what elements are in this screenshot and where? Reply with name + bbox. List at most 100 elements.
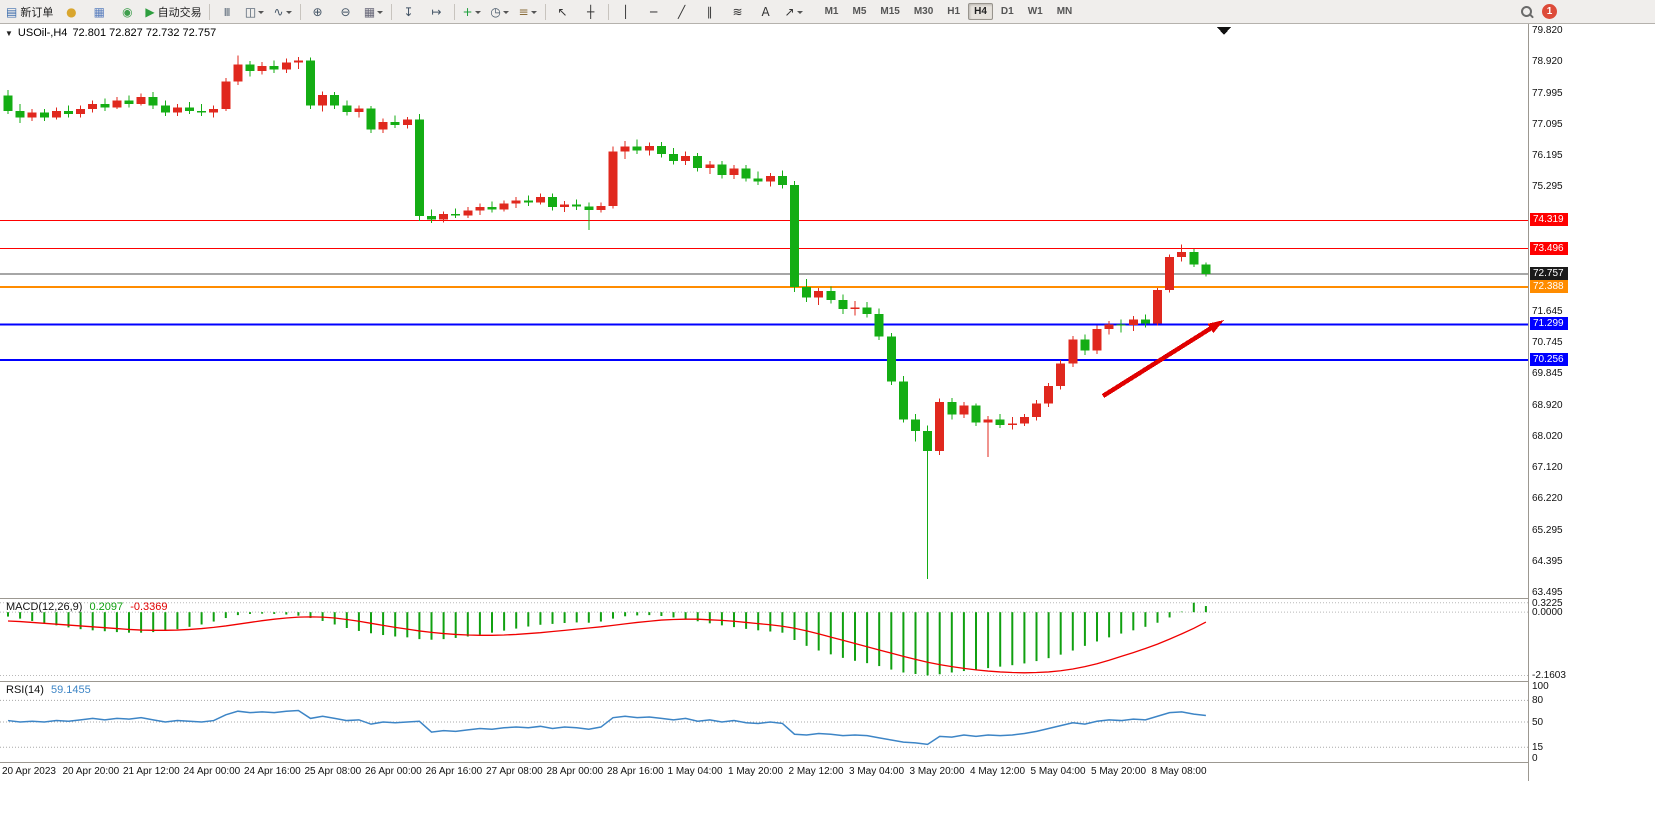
candle-body: [511, 200, 521, 204]
arrows-button[interactable]: ↗: [780, 1, 808, 23]
timeframe-d1-button[interactable]: D1: [1000, 6, 1014, 17]
candles: [3, 55, 1211, 580]
main-chart-canvas[interactable]: [0, 24, 1528, 598]
macd-main-value: 0.2097: [89, 601, 124, 613]
auto-scroll-icon: ↧: [403, 4, 414, 19]
candle-body: [959, 405, 969, 415]
candle-body: [51, 110, 61, 118]
cursor-button[interactable]: ↖: [549, 1, 577, 23]
candle-body: [27, 112, 37, 118]
zoom-in-icon: ⊕: [312, 4, 323, 19]
candle-body: [1128, 319, 1138, 325]
candle-body: [499, 203, 509, 210]
trend-arrow[interactable]: [1101, 326, 1212, 398]
zoom-in-button[interactable]: ⊕: [304, 1, 332, 23]
candle-body: [487, 207, 497, 210]
time-label: 5 May 04:00: [1030, 766, 1086, 777]
candle-body: [160, 105, 170, 113]
candle-body: [911, 419, 920, 431]
notification-badge[interactable]: 1: [1542, 4, 1557, 19]
candle-body: [729, 168, 739, 175]
candle-body: [342, 105, 352, 113]
timeframe-mn-button[interactable]: MN: [1056, 6, 1073, 17]
rsi-line: [7, 709, 1206, 746]
macd-panel-canvas[interactable]: [0, 599, 1528, 681]
text-button[interactable]: A: [752, 1, 780, 23]
candle-body: [64, 110, 73, 115]
candle-body: [1092, 329, 1102, 351]
auto-trading-icon: ▶: [145, 4, 155, 19]
time-label: 24 Apr 16:00: [244, 766, 301, 777]
indicators-button[interactable]: +: [458, 1, 486, 23]
navigator-icon: ◉: [122, 4, 133, 19]
channel-button[interactable]: ∥: [696, 1, 724, 23]
candle-body: [233, 64, 243, 82]
timeframe-w1-button[interactable]: W1: [1027, 6, 1043, 17]
toolbar-separator: [453, 3, 455, 20]
chart-shift-marker-icon[interactable]: [1217, 27, 1231, 35]
panel-separator[interactable]: [0, 598, 1655, 599]
new-order-button[interactable]: ▤ 新订单: [2, 1, 57, 23]
candle-body: [221, 81, 231, 110]
timeframe-m1-button[interactable]: M1: [824, 6, 839, 17]
price-scale[interactable]: 79.820 78.920 77.995 77.095 76.195 75.295 71.6…: [1529, 24, 1655, 781]
candle-body: [777, 176, 787, 186]
line-chart-button[interactable]: ∿: [269, 1, 297, 23]
timeframe-h4-button[interactable]: H4: [968, 3, 993, 20]
price-tick: 68.020: [1532, 431, 1563, 443]
templates-button[interactable]: ≡: [514, 1, 542, 23]
auto-trading-button[interactable]: ▶ 自动交易: [141, 1, 205, 23]
periods-button[interactable]: ◷: [486, 1, 514, 23]
candle-body: [1140, 319, 1150, 324]
candlestick-chart-button[interactable]: ◫: [241, 1, 269, 23]
price-badge: 72.388: [1530, 279, 1568, 293]
search-icon[interactable]: [1520, 5, 1534, 19]
price-tick: 77.095: [1532, 118, 1563, 130]
symbol-caret-icon[interactable]: ▼: [5, 28, 13, 38]
candle-body: [197, 110, 207, 113]
cursor-icon: ↖: [557, 4, 568, 19]
panel-separator[interactable]: [0, 681, 1655, 682]
candle-body: [463, 210, 473, 216]
trendline-button[interactable]: ╱: [668, 1, 696, 23]
crosshair-button[interactable]: ┼: [577, 1, 605, 23]
candle-body: [705, 164, 715, 168]
market-watch-icon: ●: [66, 4, 77, 19]
vertical-line-button[interactable]: │: [612, 1, 640, 23]
timeframe-m30-button[interactable]: M30: [913, 6, 934, 17]
bar-chart-button[interactable]: |||: [213, 1, 241, 23]
time-label: 28 Apr 16:00: [607, 766, 664, 777]
candle-body: [838, 300, 848, 310]
horizontal-line-button[interactable]: ─: [640, 1, 668, 23]
price-tick: 78.920: [1532, 55, 1563, 67]
candle-body: [826, 291, 836, 301]
panel-separator[interactable]: [0, 762, 1655, 763]
tile-windows-button[interactable]: ▦: [360, 1, 388, 23]
candle-body: [427, 216, 436, 220]
fibonacci-button[interactable]: ≋: [724, 1, 752, 23]
dropdown-caret-icon: [796, 10, 803, 17]
market-watch-button[interactable]: ●: [57, 1, 85, 23]
candle-body: [402, 119, 412, 126]
toolbar: ▤ 新订单 ● ▦ ◉ ▶ 自动交易 ||| ◫ ∿ ⊕ ⊖ ▦ ↧ ↦ + ◷ ≡ ↖ ┼ │ ─ ╱ ∥ ≋ A ↗ M1 M5 M1…: [0, 0, 1655, 24]
chart-shift-button[interactable]: ↦: [423, 1, 451, 23]
time-axis[interactable]: 20 Apr 2023 20 Apr 20:00 21 Apr 12:00 24 Ap…: [0, 763, 1528, 781]
candle-body: [354, 108, 364, 113]
navigator-button[interactable]: ◉: [113, 1, 141, 23]
timeframe-m5-button[interactable]: M5: [852, 6, 867, 17]
time-label: 2 May 12:00: [788, 766, 844, 777]
candle-body: [293, 60, 303, 63]
candle-body: [1044, 386, 1054, 404]
candle-body: [475, 207, 485, 211]
candle-body: [790, 185, 799, 288]
trend-arrow-head[interactable]: [1207, 320, 1224, 334]
rsi-name: RSI(14): [6, 684, 44, 696]
rsi-panel-canvas[interactable]: [0, 682, 1528, 762]
timeframe-h1-button[interactable]: H1: [947, 6, 961, 17]
auto-scroll-button[interactable]: ↧: [395, 1, 423, 23]
zoom-out-button[interactable]: ⊖: [332, 1, 360, 23]
price-badge: 74.319: [1530, 213, 1568, 227]
chart-window-button[interactable]: ▦: [85, 1, 113, 23]
timeframe-m15-button[interactable]: M15: [880, 6, 900, 17]
arrows-icon: ↗: [784, 4, 795, 19]
